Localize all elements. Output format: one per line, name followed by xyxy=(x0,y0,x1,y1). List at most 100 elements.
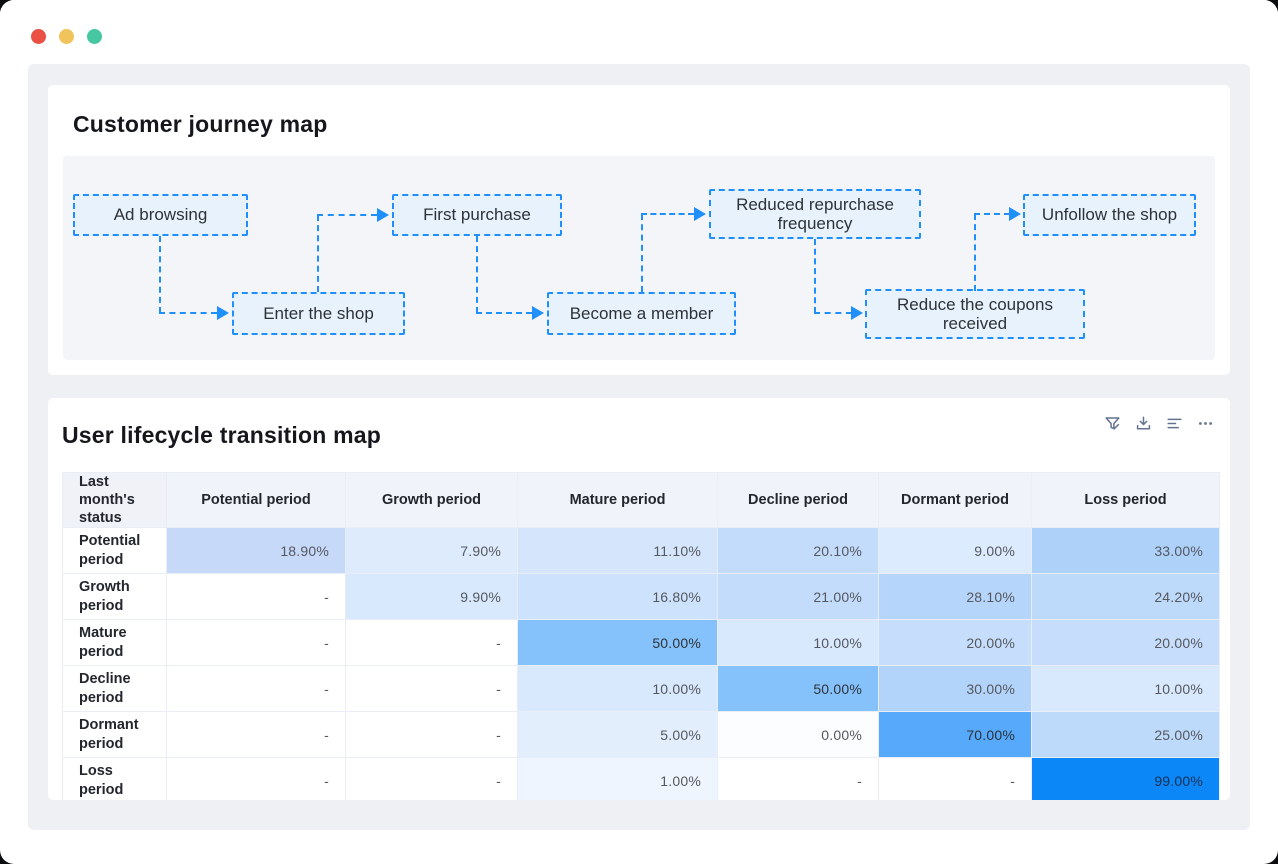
heatmap-cell: 25.00% xyxy=(1031,711,1220,759)
table-row: Potential period 18.90% 7.90% 11.10% 20.10% 9… xyxy=(62,527,1220,575)
heatmap-cell: 11.10% xyxy=(517,527,718,575)
heatmap-cell: - xyxy=(717,757,879,800)
heatmap-cell: 33.00% xyxy=(1031,527,1220,575)
heatmap-cell: 18.90% xyxy=(166,527,346,575)
close-button[interactable] xyxy=(31,29,46,44)
heatmap-cell: 24.20% xyxy=(1031,573,1220,621)
edge-ad-to-enter xyxy=(159,236,161,313)
flow-node-become-a-member: Become a member xyxy=(547,292,736,335)
arrowhead-icon xyxy=(217,306,229,320)
heatmap-cell: - xyxy=(878,757,1032,800)
heatmap-cell: - xyxy=(166,757,346,800)
heatmap-cell: 5.00% xyxy=(517,711,718,759)
heatmap-cell: 10.00% xyxy=(1031,665,1220,713)
journey-flowchart: Ad browsing Enter the shop First purchas… xyxy=(63,156,1215,360)
lifecycle-card-title: User lifecycle transition map xyxy=(62,422,381,448)
table-row: Decline period - -10.00% 50.00% 30.00% 10.00% xyxy=(62,665,1220,713)
heatmap-cell: 9.90% xyxy=(345,573,518,621)
heatmap-cell: 16.80% xyxy=(517,573,718,621)
heatmap-cell: 28.10% xyxy=(878,573,1032,621)
corner-header: Last month's status xyxy=(62,471,167,529)
lifecycle-toolbar xyxy=(1103,414,1214,432)
table-row: Loss period - -1.00% - -99.00% xyxy=(62,757,1220,800)
flow-node-reduce-coupons-received: Reduce the coupons received xyxy=(865,289,1085,339)
more-icon[interactable] xyxy=(1196,414,1214,432)
heatmap-cell: - xyxy=(166,573,346,621)
traffic-lights xyxy=(31,29,102,44)
heatmap-cell: 10.00% xyxy=(717,619,879,667)
edge-coupons-to-unfollow xyxy=(974,214,976,291)
arrowhead-icon xyxy=(1009,207,1021,221)
edge-first-to-member xyxy=(476,312,532,314)
heatmap-cell: 99.00% xyxy=(1031,757,1220,800)
edge-reduced-to-coupons xyxy=(814,239,816,313)
window-titlebar xyxy=(0,0,1278,64)
row-label: Dormant period xyxy=(62,711,167,759)
heatmap-cell: - xyxy=(345,757,518,800)
edge-first-to-member xyxy=(476,236,478,313)
table-row: Mature period - -50.00% 10.00% 20.00% 20.00% xyxy=(62,619,1220,667)
heatmap-cell: - xyxy=(166,665,346,713)
lifecycle-heatmap-table: Last month's status Potential period Gro… xyxy=(62,471,1220,800)
heatmap-cell: 9.00% xyxy=(878,527,1032,575)
arrowhead-icon xyxy=(377,208,389,222)
edge-reduced-to-coupons xyxy=(814,312,852,314)
column-header-decline: Decline period xyxy=(717,471,879,529)
heatmap-cell: 20.00% xyxy=(1031,619,1220,667)
table-row: Growth period -9.90% 16.80% 21.00% 28.10% 24.… xyxy=(62,573,1220,621)
edge-enter-to-first xyxy=(317,215,319,292)
table-header-row: Last month's status Potential period Gro… xyxy=(62,471,1220,529)
zoom-button[interactable] xyxy=(87,29,102,44)
heatmap-cell: 7.90% xyxy=(345,527,518,575)
flow-node-enter-the-shop: Enter the shop xyxy=(232,292,405,335)
heatmap-cell: - xyxy=(345,665,518,713)
column-header-loss: Loss period xyxy=(1031,471,1220,529)
edge-ad-to-enter xyxy=(159,312,217,314)
heatmap-cell: 10.00% xyxy=(517,665,718,713)
lifecycle-card: User lifecycle transition map xyxy=(48,398,1230,800)
download-icon[interactable] xyxy=(1134,414,1152,432)
table-row: Dormant period - -5.00% 0.00% 70.00% 25.00% xyxy=(62,711,1220,759)
sort-lines-icon[interactable] xyxy=(1165,414,1183,432)
heatmap-cell: 50.00% xyxy=(517,619,718,667)
flow-node-ad-browsing: Ad browsing xyxy=(73,194,248,236)
edge-member-to-reduced xyxy=(641,213,694,215)
row-label: Growth period xyxy=(62,573,167,621)
edge-enter-to-first xyxy=(317,214,377,216)
flow-node-unfollow-the-shop: Unfollow the shop xyxy=(1023,194,1196,236)
heatmap-cell: 70.00% xyxy=(878,711,1032,759)
flow-node-reduced-repurchase-frequency: Reduced repurchase frequency xyxy=(709,189,921,239)
content-area: Customer journey map Ad browsing Enter t… xyxy=(28,64,1250,830)
heatmap-cell: 21.00% xyxy=(717,573,879,621)
heatmap-cell: 0.00% xyxy=(717,711,879,759)
heatmap-cell: 20.00% xyxy=(878,619,1032,667)
lifecycle-table-body: Potential period 18.90% 7.90% 11.10% 20.10% 9… xyxy=(62,527,1220,800)
journey-card-title: Customer journey map xyxy=(73,111,328,137)
edge-member-to-reduced xyxy=(641,214,643,292)
heatmap-cell: 1.00% xyxy=(517,757,718,800)
column-header-growth: Growth period xyxy=(345,471,518,529)
row-label: Decline period xyxy=(62,665,167,713)
heatmap-cell: 50.00% xyxy=(717,665,879,713)
flow-node-first-purchase: First purchase xyxy=(392,194,562,236)
column-header-potential: Potential period xyxy=(166,471,346,529)
minimize-button[interactable] xyxy=(59,29,74,44)
arrowhead-icon xyxy=(851,306,863,320)
edge-coupons-to-unfollow xyxy=(974,213,1010,215)
customer-journey-card: Customer journey map Ad browsing Enter t… xyxy=(48,85,1230,375)
heatmap-cell: - xyxy=(345,619,518,667)
heatmap-cell: - xyxy=(166,711,346,759)
column-header-dormant: Dormant period xyxy=(878,471,1032,529)
heatmap-cell: - xyxy=(345,711,518,759)
row-label: Potential period xyxy=(62,527,167,575)
row-label: Mature period xyxy=(62,619,167,667)
column-header-mature: Mature period xyxy=(517,471,718,529)
arrowhead-icon xyxy=(694,207,706,221)
filter-icon[interactable] xyxy=(1103,414,1121,432)
heatmap-cell: 30.00% xyxy=(878,665,1032,713)
arrowhead-icon xyxy=(532,306,544,320)
heatmap-cell: 20.10% xyxy=(717,527,879,575)
row-label: Loss period xyxy=(62,757,167,800)
heatmap-cell: - xyxy=(166,619,346,667)
